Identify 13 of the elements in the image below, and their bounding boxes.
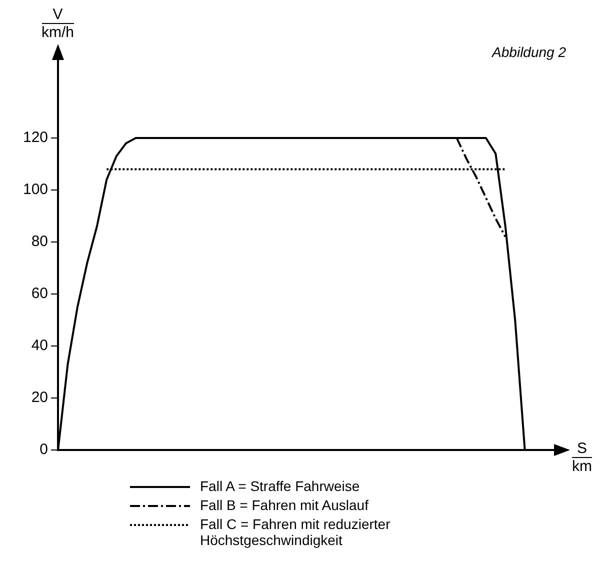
legend-label: Fall B = Fahren mit Auslauf [200,497,370,513]
y-tick-label: 0 [40,441,48,458]
y-tick-label: 20 [31,389,48,406]
y-tick-label: 80 [31,233,48,250]
x-axis-title: S km [572,440,592,475]
y-tick-label: 100 [22,181,48,198]
y-tick-label: 40 [31,337,48,354]
y-tick-label: 60 [31,285,48,302]
legend-label: Fall C = Fahren mit reduzierter Höchstgeschwindigkeit [200,516,392,548]
y-axis-title: V km/h [42,6,74,41]
annotation: Abbildung 2 [492,44,566,60]
legend-label: Fall A = Straffe Fahrweise [200,478,361,494]
y-tick-label: 120 [22,129,48,146]
